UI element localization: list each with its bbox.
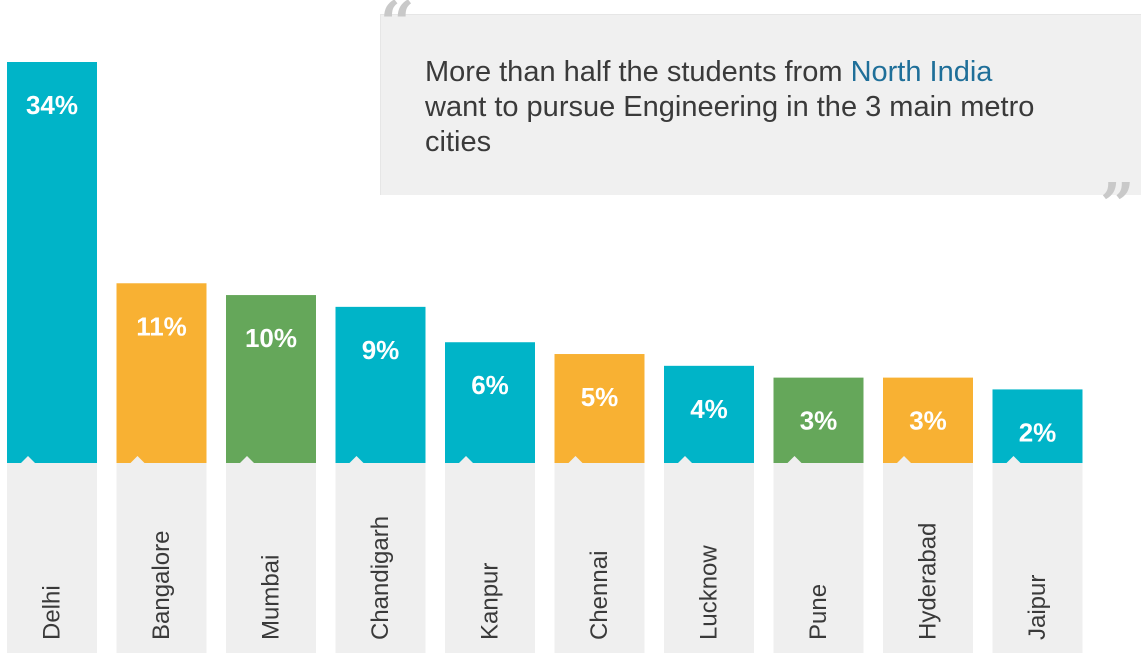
bar-group-chennai: 5% Chennai (554, 354, 645, 653)
pointer-notch (897, 456, 911, 463)
category-label: Chennai (586, 551, 613, 640)
close-quote-icon: ” (1100, 171, 1135, 241)
pointer-notch (568, 456, 583, 463)
category-label-box (883, 463, 973, 653)
bar-pune (773, 377, 864, 463)
bar-delhi (7, 62, 97, 463)
callout-text-after: want to pursue Engineering in the 3 main… (425, 91, 1035, 158)
bar-jaipur (992, 389, 1083, 463)
pointer-notch (349, 456, 364, 463)
bar-chennai (554, 354, 645, 463)
category-label: Pune (805, 584, 832, 640)
category-label: Kanpur (476, 563, 503, 640)
bar-group-delhi: 34% Delhi (7, 62, 97, 653)
bar-group-mumbai: 10% Mumbai (226, 295, 316, 653)
callout-box: More than half the students from North I… (380, 14, 1141, 195)
bar-value-label: 10% (245, 323, 297, 353)
category-label-box (992, 463, 1083, 653)
category-label: Chandigarh (367, 516, 394, 640)
bar-kanpur (445, 342, 535, 463)
category-label: Bangalore (148, 531, 175, 640)
bar-value-label: 9% (362, 335, 400, 365)
category-label-box (7, 463, 97, 653)
bar-group-bangalore: 11% Bangalore (116, 283, 207, 653)
category-label: Lucknow (695, 545, 722, 640)
bar-group-chandigarh: 9% Chandigarh (335, 306, 426, 653)
category-label-box (773, 463, 864, 653)
pointer-notch (130, 456, 145, 463)
bar-group-kanpur: 6% Kanpur (445, 342, 535, 653)
category-label: Mumbai (257, 555, 284, 640)
pointer-notch (240, 456, 254, 463)
bar-group-jaipur: 2% Jaipur (992, 389, 1083, 653)
bar-group-hyderabad: 3% Hyderabad (883, 377, 973, 653)
pointer-notch (459, 456, 473, 463)
open-quote-icon: “ (380, 0, 415, 59)
pointer-notch (678, 456, 692, 463)
pointer-notch (787, 456, 802, 463)
bar-value-label: 3% (909, 406, 947, 436)
bar-mumbai (226, 295, 316, 463)
bar-value-label: 5% (581, 382, 619, 412)
category-label-box (116, 463, 207, 653)
bar-value-label: 2% (1019, 417, 1057, 447)
bar-group-pune: 3% Pune (773, 377, 864, 653)
category-label-box (445, 463, 535, 653)
bar-value-label: 11% (136, 311, 187, 341)
bar-group-lucknow: 4% Lucknow (664, 365, 754, 653)
pointer-notch (1006, 456, 1021, 463)
bar-chandigarh (335, 306, 426, 463)
category-label-box (226, 463, 316, 653)
bar-hyderabad (883, 377, 973, 463)
bar-lucknow (664, 365, 754, 463)
category-label: Hyderabad (914, 523, 941, 640)
category-label: Delhi (38, 585, 65, 640)
category-label: Jaipur (1024, 575, 1051, 640)
bar-value-label: 3% (800, 406, 838, 436)
category-label-box (554, 463, 645, 653)
callout-text-before: More than half the students from (425, 56, 851, 88)
category-label-box (335, 463, 426, 653)
bar-value-label: 6% (471, 370, 509, 400)
bar-value-label: 4% (690, 394, 728, 424)
callout-highlight: North India (850, 56, 993, 88)
bar-bangalore (116, 283, 207, 463)
pointer-notch (21, 456, 35, 463)
bar-value-label: 34% (26, 90, 78, 120)
category-label-box (664, 463, 754, 653)
callout-text: More than half the students from North I… (425, 55, 1045, 160)
